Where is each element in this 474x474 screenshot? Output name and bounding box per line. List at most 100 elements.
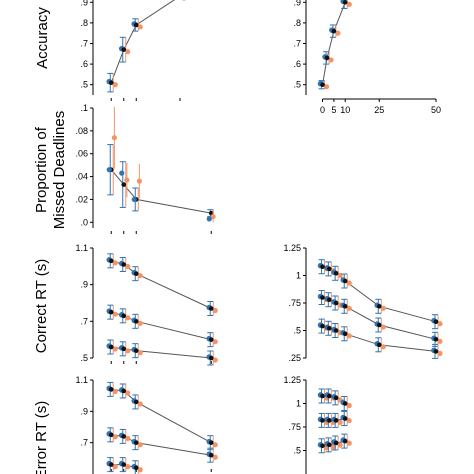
data-point-orange <box>137 273 143 279</box>
y-tick-label: 1 <box>296 399 301 409</box>
data-point-black <box>342 416 348 421</box>
data-point-black <box>208 337 214 342</box>
data-point-orange <box>380 324 386 330</box>
data-point-orange <box>346 333 352 339</box>
series-line <box>110 169 212 214</box>
data-point-orange <box>337 442 343 448</box>
x-tick-label: 0 <box>320 105 325 115</box>
y-tick-label: .8 <box>80 18 88 28</box>
y-tick-label: .5 <box>293 326 301 336</box>
data-point-orange <box>125 464 131 470</box>
data-point-black <box>133 440 139 445</box>
data-point-orange <box>112 388 118 394</box>
data-point-black <box>333 300 339 306</box>
data-point-black <box>327 442 332 448</box>
data-point-black <box>376 322 382 328</box>
data-point-black <box>342 438 348 444</box>
x-tick-label: 10 <box>340 105 350 115</box>
y-tick-label: .9 <box>80 406 88 416</box>
data-point-orange <box>112 311 118 317</box>
data-point-orange <box>125 435 131 441</box>
y-tick-label: .6 <box>293 59 301 69</box>
data-point-black <box>333 418 339 423</box>
data-point-black <box>121 47 127 52</box>
y-tick-label: .6 <box>80 59 88 69</box>
data-point-orange <box>335 30 341 36</box>
data-point-black <box>324 55 330 61</box>
data-point-orange <box>346 305 352 311</box>
data-point-orange <box>124 177 130 183</box>
data-point-orange <box>137 442 143 448</box>
data-point-black <box>208 452 214 458</box>
data-point-black <box>333 271 339 276</box>
data-point-black <box>121 434 127 439</box>
series-line <box>110 0 176 83</box>
data-point-orange <box>346 1 352 7</box>
data-point-black <box>320 264 325 270</box>
data-point-black <box>331 28 337 34</box>
data-point-orange <box>346 280 352 286</box>
ylabel-missed-line2: Missed Deadlines <box>51 111 68 229</box>
data-point-black <box>327 266 332 272</box>
data-point-black <box>108 387 114 392</box>
data-point-black <box>433 319 439 325</box>
data-point-black <box>208 306 214 311</box>
y-tick-label: .9 <box>80 280 88 290</box>
data-point-black <box>133 399 139 405</box>
data-point-orange <box>112 82 118 88</box>
data-point-black <box>320 393 325 399</box>
data-point-black <box>433 349 439 354</box>
data-point-orange <box>380 344 386 350</box>
data-point-black <box>320 443 325 449</box>
y-tick-label: .5 <box>293 80 301 90</box>
ylabel-accuracy: Accuracy <box>34 7 51 69</box>
y-tick-label: .04 <box>75 172 88 182</box>
data-point-orange <box>137 350 143 356</box>
data-point-orange <box>328 57 334 63</box>
y-tick-label: 1.1 <box>75 243 88 253</box>
panel-accuracy-right: .5 .6 .7 .8 .9 0 5 10 25 50 <box>293 0 441 115</box>
data-point-black <box>208 355 214 361</box>
data-point-orange <box>323 84 330 90</box>
y-tick-label: .5 <box>293 446 301 456</box>
y-tick-label: .02 <box>75 194 88 204</box>
data-point-black <box>108 344 114 350</box>
data-point-orange <box>137 24 143 30</box>
data-point-orange <box>125 390 131 396</box>
series-line <box>322 2 346 85</box>
data-point-orange <box>125 348 131 354</box>
ylabel-missed-line1: Proportion of <box>33 126 50 213</box>
panel-correct-rt-left: .5 .7 .9 1.1 <box>75 243 218 366</box>
data-point-orange <box>337 419 343 426</box>
y-tick-label: .1 <box>80 103 88 113</box>
data-point-black <box>342 278 348 284</box>
data-point-black <box>327 326 332 331</box>
data-point-blue <box>106 167 112 173</box>
data-point-black <box>121 313 127 319</box>
ylabel-error-rt: Error RT (s) <box>33 401 50 474</box>
data-point-orange <box>212 442 218 448</box>
x-tick-label: 50 <box>431 105 441 115</box>
data-point-orange <box>137 320 143 326</box>
data-point-black <box>333 440 339 446</box>
data-point-black <box>376 342 382 348</box>
data-point-orange <box>137 401 143 407</box>
data-point-orange <box>137 467 143 473</box>
data-point-black <box>108 258 114 264</box>
data-point-orange <box>112 464 118 470</box>
data-point-black <box>327 297 332 303</box>
data-point-orange <box>136 178 142 184</box>
y-tick-label: .5 <box>80 353 88 363</box>
y-tick-label: .06 <box>75 149 88 159</box>
data-point-black <box>433 337 439 342</box>
y-tick-label: .7 <box>80 39 88 49</box>
data-point-black <box>121 462 127 467</box>
series-line <box>322 325 437 352</box>
data-point-orange <box>437 350 443 356</box>
data-point-orange <box>125 49 131 55</box>
data-point-orange <box>112 346 118 352</box>
data-point-orange <box>346 440 352 446</box>
data-point-black <box>376 304 382 309</box>
data-point-orange <box>330 444 336 450</box>
data-point-black <box>327 393 332 399</box>
